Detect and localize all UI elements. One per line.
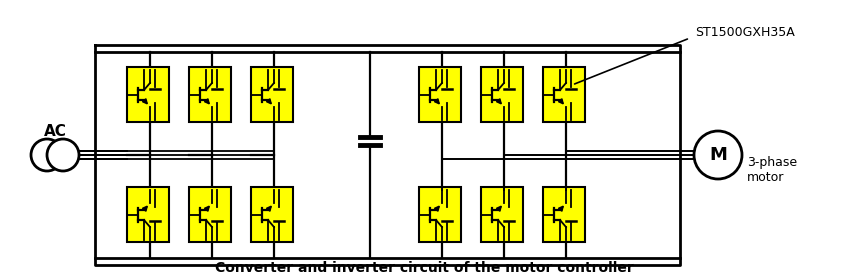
Polygon shape xyxy=(566,89,576,101)
Polygon shape xyxy=(442,209,452,221)
Polygon shape xyxy=(150,209,160,221)
Bar xyxy=(543,67,585,122)
Bar xyxy=(189,67,231,122)
Bar xyxy=(481,187,523,242)
Polygon shape xyxy=(274,89,284,101)
Bar xyxy=(189,187,231,242)
Polygon shape xyxy=(504,89,514,101)
Bar xyxy=(419,187,461,242)
Polygon shape xyxy=(442,89,452,101)
Circle shape xyxy=(694,131,742,179)
Bar xyxy=(419,67,461,122)
Polygon shape xyxy=(212,89,222,101)
Bar xyxy=(543,187,585,242)
Text: M: M xyxy=(709,146,727,164)
Polygon shape xyxy=(566,209,576,221)
Text: Converter and inverter circuit of the motor controller: Converter and inverter circuit of the mo… xyxy=(215,261,633,275)
Polygon shape xyxy=(274,209,284,221)
Text: AC: AC xyxy=(43,123,66,139)
Bar xyxy=(251,187,293,242)
Bar xyxy=(251,67,293,122)
Bar xyxy=(127,67,169,122)
Polygon shape xyxy=(212,209,222,221)
Polygon shape xyxy=(504,209,514,221)
Text: 3-phase
motor: 3-phase motor xyxy=(747,156,797,184)
Bar xyxy=(481,67,523,122)
Polygon shape xyxy=(150,89,160,101)
Text: ST1500GXH35A: ST1500GXH35A xyxy=(695,25,795,39)
Circle shape xyxy=(31,139,63,171)
Bar xyxy=(127,187,169,242)
Circle shape xyxy=(47,139,79,171)
